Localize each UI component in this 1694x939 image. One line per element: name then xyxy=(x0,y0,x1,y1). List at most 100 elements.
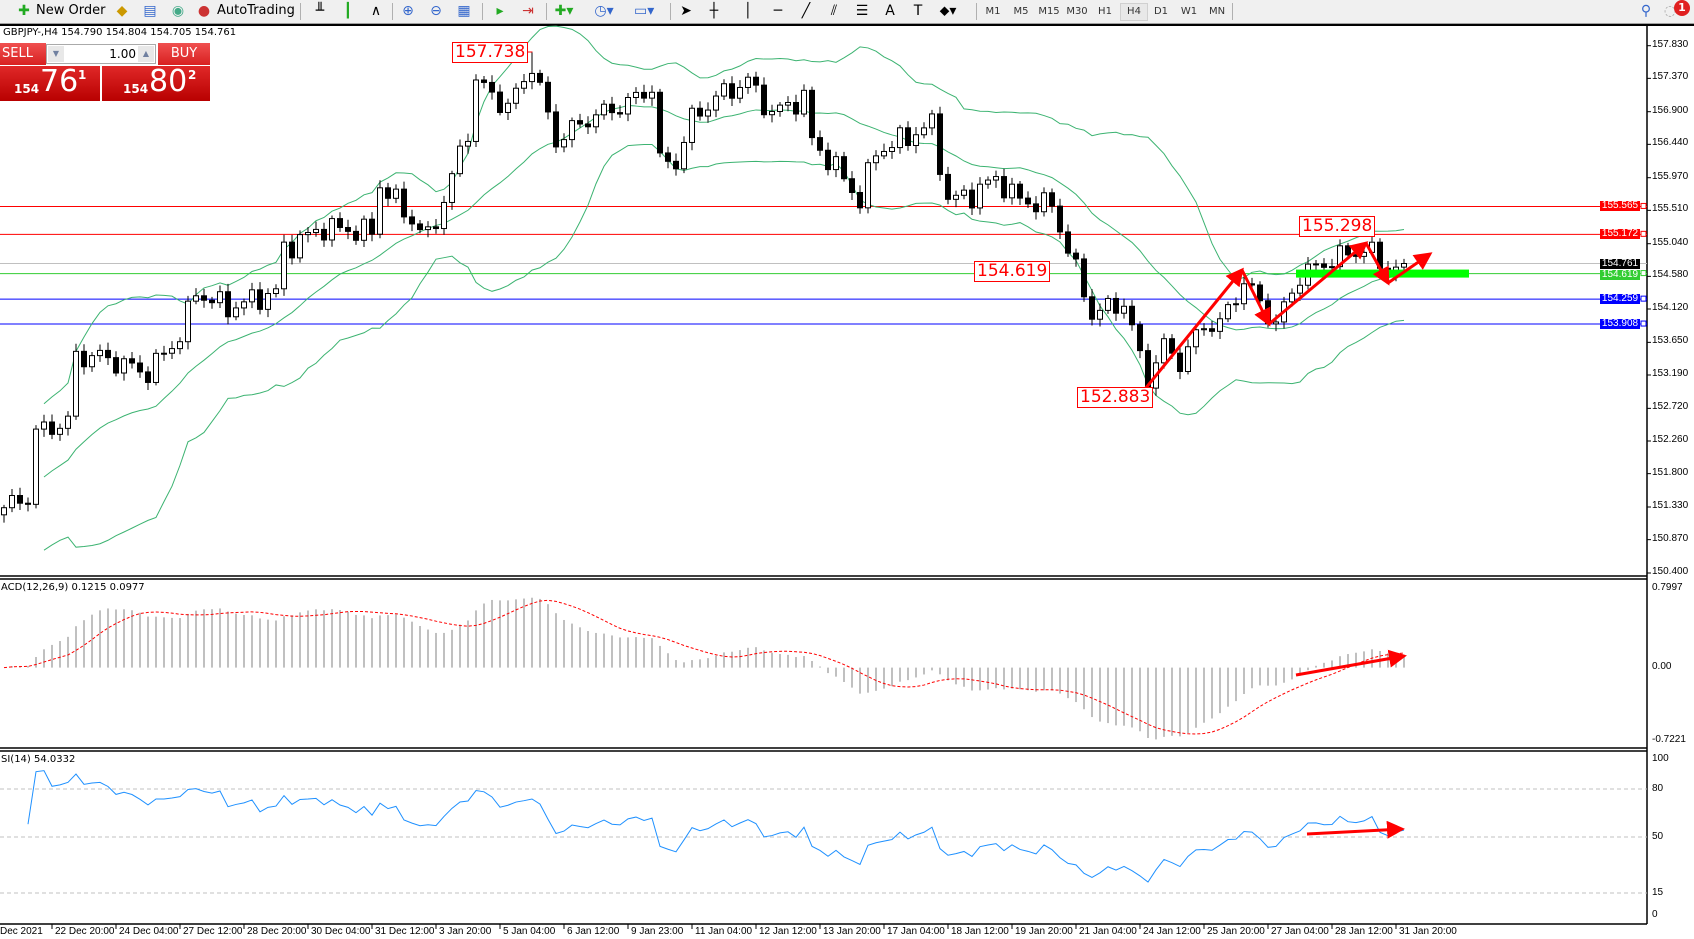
candle-body xyxy=(665,152,671,162)
candle-body xyxy=(505,102,511,113)
candle-body xyxy=(481,79,487,83)
buy-button[interactable]: BUY xyxy=(158,43,210,65)
price-annotation: 157.738 xyxy=(452,42,529,63)
new-order-button[interactable]: New Order xyxy=(36,3,106,18)
timeframe-m1[interactable]: M1 xyxy=(985,6,1001,17)
sell-price[interactable]: 154 76 1 xyxy=(0,64,100,101)
time-tick-label: 9 Jan 23:00 xyxy=(631,926,684,937)
candle-body xyxy=(857,191,863,209)
timeframe-h1[interactable]: H1 xyxy=(1098,6,1112,17)
candle-body xyxy=(1033,203,1039,213)
tile-windows-icon[interactable]: ▦ xyxy=(457,3,471,19)
crosshair-icon[interactable]: ┼ xyxy=(709,3,719,19)
chart-header: GBPJPY-,H4 154.790 154.804 154.705 154.7… xyxy=(3,27,237,38)
templates-icon[interactable]: ▭▾ xyxy=(634,3,655,19)
periods-icon[interactable]: ◷▾ xyxy=(594,3,614,19)
candle-body xyxy=(1057,205,1063,233)
zoom-out-icon[interactable]: ⊖ xyxy=(430,3,442,19)
sell-button[interactable]: SELL xyxy=(0,43,46,65)
lots-input[interactable] xyxy=(66,46,136,62)
candle-body xyxy=(969,189,975,209)
time-tick-label: 17 Jan 04:00 xyxy=(887,926,945,937)
candle-body xyxy=(457,145,463,175)
price-line-label: 154.259 xyxy=(1600,293,1640,305)
candle-body xyxy=(1129,305,1135,326)
arrows-icon[interactable]: ⬥▾ xyxy=(939,3,957,19)
buy-price-fraction: 2 xyxy=(188,68,197,82)
price-tick-label: 157.830 xyxy=(1652,38,1689,50)
buy-price[interactable]: 154 80 2 xyxy=(102,64,210,101)
timeframe-h4[interactable]: H4 xyxy=(1120,3,1148,21)
time-tick-label: 11 Jan 04:00 xyxy=(695,926,753,937)
candle-body xyxy=(513,87,519,104)
market-watch-icon[interactable]: ◆ xyxy=(116,3,128,19)
lots-decrease-button[interactable]: ▼ xyxy=(48,46,64,62)
candle-body xyxy=(129,358,135,364)
candle-body xyxy=(1089,296,1095,320)
time-tick-label: 27 Jan 04:00 xyxy=(1271,926,1329,937)
auto-scroll-icon[interactable]: ▸ xyxy=(496,3,504,19)
fibonacci-icon[interactable]: ☰ xyxy=(855,3,869,19)
timeframe-m15[interactable]: M15 xyxy=(1038,6,1060,17)
price-annotation: 152.883 xyxy=(1077,387,1154,408)
price-annotation: 155.298 xyxy=(1299,216,1376,237)
line-handle xyxy=(1640,270,1647,277)
rsi-tick-label: 100 xyxy=(1652,753,1669,764)
candle-body xyxy=(1097,309,1103,320)
candle-body xyxy=(753,76,759,86)
price-line-label: 155.172 xyxy=(1600,228,1640,240)
timeframe-m30[interactable]: M30 xyxy=(1066,6,1088,17)
candle-body xyxy=(849,178,855,193)
bar-chart-icon[interactable]: ╨ xyxy=(315,3,325,19)
candle-body xyxy=(1025,197,1031,205)
chart-shift-icon[interactable]: ⇥ xyxy=(522,3,534,19)
channel-icon[interactable]: ⫽ xyxy=(830,3,838,19)
candle-body xyxy=(569,120,575,141)
chat-icon[interactable]: ◌ xyxy=(1663,3,1677,19)
candle-body xyxy=(561,139,567,148)
timeframe-m5[interactable]: M5 xyxy=(1013,6,1029,17)
candle-body xyxy=(377,187,383,235)
search-icon[interactable]: ⚲ xyxy=(1640,3,1652,19)
candle-body xyxy=(593,114,599,128)
text-label-icon[interactable]: T xyxy=(913,3,923,19)
line-handle xyxy=(1640,230,1647,237)
timeframe-w1[interactable]: W1 xyxy=(1180,6,1198,17)
candle-body xyxy=(881,150,887,157)
candle-body xyxy=(137,362,143,373)
lots-increase-button[interactable]: ▲ xyxy=(138,46,154,62)
vertical-line-icon[interactable]: │ xyxy=(743,3,753,19)
price-line-label: 155.565 xyxy=(1600,200,1640,212)
candlestick-icon[interactable]: ┃ xyxy=(343,3,353,19)
timeframe-d1[interactable]: D1 xyxy=(1153,6,1169,17)
cursor-icon[interactable]: ➤ xyxy=(680,3,692,19)
navigator-icon[interactable]: ▤ xyxy=(143,3,157,19)
autotrading-button[interactable]: AutoTrading xyxy=(217,3,295,18)
trendline-icon[interactable]: ╱ xyxy=(801,3,811,19)
horizontal-line-icon[interactable]: ─ xyxy=(773,3,783,19)
sell-price-prefix: 154 xyxy=(14,82,40,96)
candle-body xyxy=(361,218,367,241)
candle-body xyxy=(913,134,919,146)
candle-body xyxy=(841,156,847,180)
candle-body xyxy=(649,91,655,99)
macd-tick-label: 0.00 xyxy=(1652,661,1672,672)
sell-price-fraction: 1 xyxy=(78,68,87,82)
candle-body xyxy=(241,301,247,309)
line-chart-icon[interactable]: ∧ xyxy=(370,3,382,19)
candle-body xyxy=(329,218,335,241)
zoom-in-icon[interactable]: ⊕ xyxy=(402,3,414,19)
macd-label: ACD(12,26,9) 0.1215 0.0977 xyxy=(1,582,145,593)
new-order-icon[interactable]: ✚ xyxy=(18,3,30,19)
line-handle xyxy=(1640,295,1647,302)
indicators-icon[interactable]: ✚▾ xyxy=(554,3,574,19)
text-icon[interactable]: A xyxy=(885,3,895,19)
sell-price-pips: 76 xyxy=(40,64,79,99)
autotrading-icon[interactable]: ● xyxy=(197,3,211,19)
candle-body xyxy=(249,289,255,303)
candle-body xyxy=(617,112,623,115)
timeframe-mn[interactable]: MN xyxy=(1208,6,1226,17)
notification-badge[interactable]: 1 xyxy=(1674,0,1690,16)
signals-icon[interactable]: ◉ xyxy=(171,3,185,19)
